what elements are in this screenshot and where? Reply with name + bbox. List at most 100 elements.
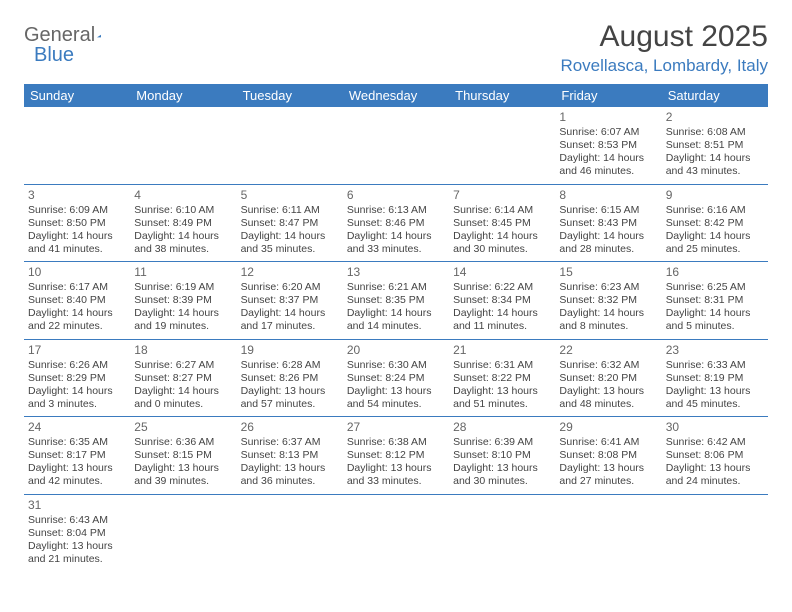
day-number: 5 bbox=[241, 188, 339, 203]
calendar-cell: 23Sunrise: 6:33 AMSunset: 8:19 PMDayligh… bbox=[662, 339, 768, 417]
sunset-line: Sunset: 8:19 PM bbox=[666, 372, 764, 385]
sunset-line: Sunset: 8:49 PM bbox=[134, 217, 232, 230]
sunrise-line: Sunrise: 6:19 AM bbox=[134, 281, 232, 294]
sunset-line: Sunset: 8:08 PM bbox=[559, 449, 657, 462]
calendar-cell bbox=[237, 107, 343, 184]
day-number: 6 bbox=[347, 188, 445, 203]
daylight-line: Daylight: 13 hours and 33 minutes. bbox=[347, 462, 445, 488]
day-number: 22 bbox=[559, 343, 657, 358]
sunrise-line: Sunrise: 6:42 AM bbox=[666, 436, 764, 449]
sunset-line: Sunset: 8:34 PM bbox=[453, 294, 551, 307]
day-number: 21 bbox=[453, 343, 551, 358]
daylight-line: Daylight: 14 hours and 8 minutes. bbox=[559, 307, 657, 333]
sunset-line: Sunset: 8:50 PM bbox=[28, 217, 126, 230]
calendar-cell: 1Sunrise: 6:07 AMSunset: 8:53 PMDaylight… bbox=[555, 107, 661, 184]
daylight-line: Daylight: 13 hours and 45 minutes. bbox=[666, 385, 764, 411]
sunrise-line: Sunrise: 6:16 AM bbox=[666, 204, 764, 217]
calendar-cell bbox=[662, 494, 768, 571]
day-number: 12 bbox=[241, 265, 339, 280]
sunrise-line: Sunrise: 6:21 AM bbox=[347, 281, 445, 294]
day-number: 27 bbox=[347, 420, 445, 435]
calendar-cell: 28Sunrise: 6:39 AMSunset: 8:10 PMDayligh… bbox=[449, 417, 555, 495]
location: Rovellasca, Lombardy, Italy bbox=[560, 56, 768, 76]
sunrise-line: Sunrise: 6:14 AM bbox=[453, 204, 551, 217]
weekday-header: Monday bbox=[130, 84, 236, 107]
day-number: 14 bbox=[453, 265, 551, 280]
calendar-cell: 11Sunrise: 6:19 AMSunset: 8:39 PMDayligh… bbox=[130, 262, 236, 340]
daylight-line: Daylight: 14 hours and 25 minutes. bbox=[666, 230, 764, 256]
day-number: 24 bbox=[28, 420, 126, 435]
header: General August 2025 Rovellasca, Lombardy… bbox=[24, 20, 768, 76]
weekday-header: Sunday bbox=[24, 84, 130, 107]
sunrise-line: Sunrise: 6:11 AM bbox=[241, 204, 339, 217]
calendar-cell: 27Sunrise: 6:38 AMSunset: 8:12 PMDayligh… bbox=[343, 417, 449, 495]
title-block: August 2025 Rovellasca, Lombardy, Italy bbox=[560, 20, 768, 76]
calendar-cell: 22Sunrise: 6:32 AMSunset: 8:20 PMDayligh… bbox=[555, 339, 661, 417]
calendar-cell: 17Sunrise: 6:26 AMSunset: 8:29 PMDayligh… bbox=[24, 339, 130, 417]
day-number: 28 bbox=[453, 420, 551, 435]
day-number: 13 bbox=[347, 265, 445, 280]
daylight-line: Daylight: 14 hours and 3 minutes. bbox=[28, 385, 126, 411]
day-number: 23 bbox=[666, 343, 764, 358]
calendar-body: 1Sunrise: 6:07 AMSunset: 8:53 PMDaylight… bbox=[24, 107, 768, 571]
sunrise-line: Sunrise: 6:41 AM bbox=[559, 436, 657, 449]
calendar-cell: 26Sunrise: 6:37 AMSunset: 8:13 PMDayligh… bbox=[237, 417, 343, 495]
daylight-line: Daylight: 14 hours and 30 minutes. bbox=[453, 230, 551, 256]
sunrise-line: Sunrise: 6:36 AM bbox=[134, 436, 232, 449]
calendar-cell: 5Sunrise: 6:11 AMSunset: 8:47 PMDaylight… bbox=[237, 184, 343, 262]
calendar-cell bbox=[130, 494, 236, 571]
daylight-line: Daylight: 14 hours and 0 minutes. bbox=[134, 385, 232, 411]
day-number: 29 bbox=[559, 420, 657, 435]
daylight-line: Daylight: 14 hours and 17 minutes. bbox=[241, 307, 339, 333]
calendar-cell: 19Sunrise: 6:28 AMSunset: 8:26 PMDayligh… bbox=[237, 339, 343, 417]
sunrise-line: Sunrise: 6:23 AM bbox=[559, 281, 657, 294]
calendar-cell: 12Sunrise: 6:20 AMSunset: 8:37 PMDayligh… bbox=[237, 262, 343, 340]
calendar-cell: 2Sunrise: 6:08 AMSunset: 8:51 PMDaylight… bbox=[662, 107, 768, 184]
sunrise-line: Sunrise: 6:26 AM bbox=[28, 359, 126, 372]
calendar-cell: 21Sunrise: 6:31 AMSunset: 8:22 PMDayligh… bbox=[449, 339, 555, 417]
sunset-line: Sunset: 8:32 PM bbox=[559, 294, 657, 307]
sunrise-line: Sunrise: 6:08 AM bbox=[666, 126, 764, 139]
daylight-line: Daylight: 13 hours and 48 minutes. bbox=[559, 385, 657, 411]
daylight-line: Daylight: 14 hours and 41 minutes. bbox=[28, 230, 126, 256]
day-number: 9 bbox=[666, 188, 764, 203]
calendar-cell bbox=[449, 494, 555, 571]
calendar-cell: 16Sunrise: 6:25 AMSunset: 8:31 PMDayligh… bbox=[662, 262, 768, 340]
sunset-line: Sunset: 8:15 PM bbox=[134, 449, 232, 462]
sunset-line: Sunset: 8:42 PM bbox=[666, 217, 764, 230]
sunrise-line: Sunrise: 6:15 AM bbox=[559, 204, 657, 217]
daylight-line: Daylight: 14 hours and 11 minutes. bbox=[453, 307, 551, 333]
logo-text-blue-wrap: Blue bbox=[34, 44, 74, 67]
calendar-cell bbox=[237, 494, 343, 571]
calendar-cell: 20Sunrise: 6:30 AMSunset: 8:24 PMDayligh… bbox=[343, 339, 449, 417]
sunrise-line: Sunrise: 6:31 AM bbox=[453, 359, 551, 372]
sunset-line: Sunset: 8:04 PM bbox=[28, 527, 126, 540]
sunset-line: Sunset: 8:17 PM bbox=[28, 449, 126, 462]
sunrise-line: Sunrise: 6:20 AM bbox=[241, 281, 339, 294]
sunrise-line: Sunrise: 6:07 AM bbox=[559, 126, 657, 139]
calendar-cell bbox=[24, 107, 130, 184]
calendar-cell: 10Sunrise: 6:17 AMSunset: 8:40 PMDayligh… bbox=[24, 262, 130, 340]
daylight-line: Daylight: 13 hours and 30 minutes. bbox=[453, 462, 551, 488]
day-number: 25 bbox=[134, 420, 232, 435]
calendar-table: SundayMondayTuesdayWednesdayThursdayFrid… bbox=[24, 84, 768, 571]
calendar-cell: 9Sunrise: 6:16 AMSunset: 8:42 PMDaylight… bbox=[662, 184, 768, 262]
daylight-line: Daylight: 14 hours and 38 minutes. bbox=[134, 230, 232, 256]
weekday-header: Saturday bbox=[662, 84, 768, 107]
daylight-line: Daylight: 14 hours and 33 minutes. bbox=[347, 230, 445, 256]
daylight-line: Daylight: 14 hours and 22 minutes. bbox=[28, 307, 126, 333]
calendar-cell: 24Sunrise: 6:35 AMSunset: 8:17 PMDayligh… bbox=[24, 417, 130, 495]
sunset-line: Sunset: 8:45 PM bbox=[453, 217, 551, 230]
daylight-line: Daylight: 13 hours and 57 minutes. bbox=[241, 385, 339, 411]
daylight-line: Daylight: 14 hours and 28 minutes. bbox=[559, 230, 657, 256]
sunset-line: Sunset: 8:13 PM bbox=[241, 449, 339, 462]
daylight-line: Daylight: 14 hours and 35 minutes. bbox=[241, 230, 339, 256]
day-number: 30 bbox=[666, 420, 764, 435]
weekday-header: Thursday bbox=[449, 84, 555, 107]
sunset-line: Sunset: 8:39 PM bbox=[134, 294, 232, 307]
day-number: 31 bbox=[28, 498, 126, 513]
sunset-line: Sunset: 8:26 PM bbox=[241, 372, 339, 385]
day-number: 10 bbox=[28, 265, 126, 280]
daylight-line: Daylight: 13 hours and 39 minutes. bbox=[134, 462, 232, 488]
month-title: August 2025 bbox=[560, 20, 768, 54]
